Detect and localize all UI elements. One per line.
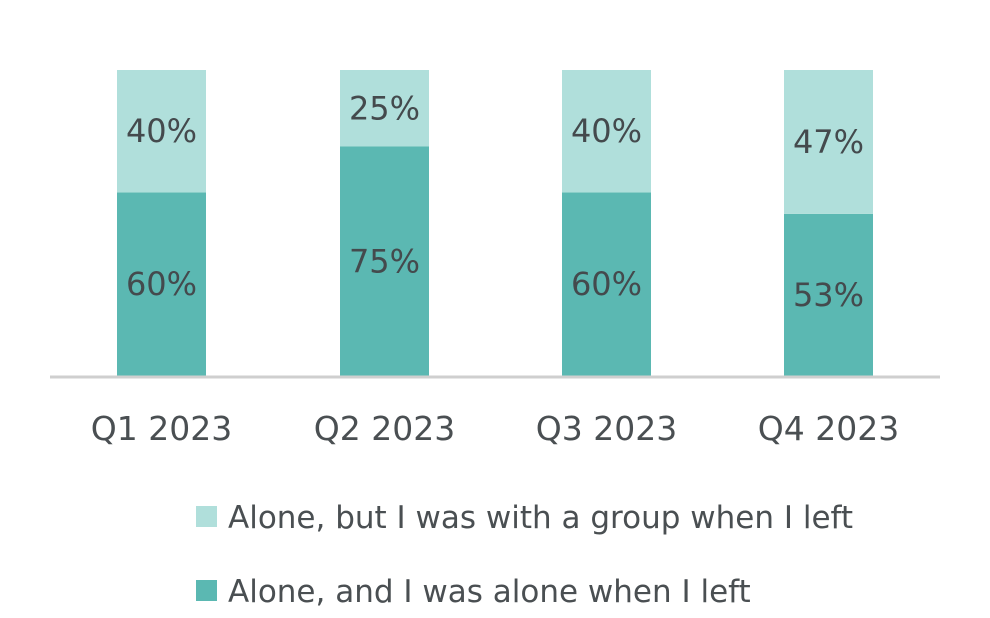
- bar-segment-alone-2: [340, 146, 429, 376]
- x-tick-label: Q4 2023: [758, 409, 899, 448]
- bar-segment-alone-3: [562, 192, 651, 376]
- bars-group: 60% 40% 75% 25% 60% 40% 53% 47%: [117, 70, 873, 376]
- data-label-alone-1: 60%: [126, 265, 197, 303]
- bar-segment-alone-4: [784, 213, 873, 376]
- legend-label: Alone, and I was alone when I left: [228, 574, 751, 610]
- bar-segment-group-2: [340, 70, 429, 147]
- bar-segment-group-4: [784, 70, 873, 214]
- x-tick-label: Q2 2023: [314, 409, 455, 448]
- data-label-group-2: 25%: [349, 89, 420, 127]
- legend-label: Alone, but I was with a group when I lef…: [228, 500, 853, 536]
- data-label-alone-3: 60%: [571, 265, 642, 303]
- data-label-group-3: 40%: [571, 112, 642, 150]
- bar-segment-alone-1: [117, 192, 206, 376]
- bar-segment-group-3: [562, 70, 651, 193]
- x-axis-ticks: Q1 2023 Q2 2023 Q3 2023 Q4 2023: [91, 409, 899, 448]
- data-label-alone-2: 75%: [349, 242, 420, 280]
- x-tick-label: Q1 2023: [91, 409, 232, 448]
- data-label-group-1: 40%: [126, 112, 197, 150]
- legend-swatch: [196, 506, 217, 527]
- legend-swatch: [196, 580, 217, 601]
- data-label-group-4: 47%: [793, 123, 864, 161]
- data-label-alone-4: 53%: [793, 276, 864, 314]
- bar-segment-group-1: [117, 70, 206, 193]
- x-tick-label: Q3 2023: [536, 409, 677, 448]
- legend: Alone, but I was with a group when I lef…: [196, 500, 853, 610]
